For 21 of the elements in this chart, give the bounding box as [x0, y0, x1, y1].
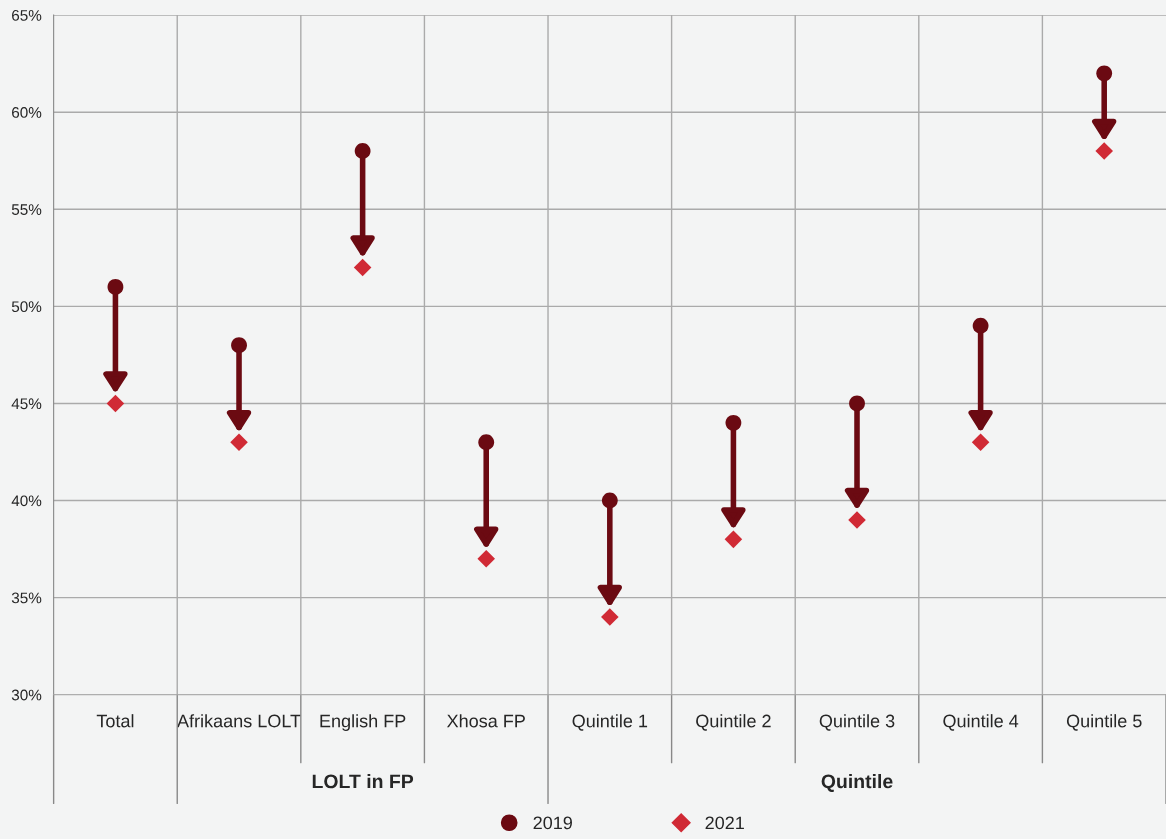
- legend-label: 2019: [533, 816, 572, 830]
- text: Quintile: [821, 773, 893, 792]
- x-tick-label: Afrikaans LOLT: [177, 714, 301, 728]
- x-tick-label: Quintile 3: [819, 714, 895, 731]
- x-tick-label: Xhosa FP: [446, 714, 525, 728]
- text: LOLT in FP: [312, 773, 414, 789]
- y-tick-label: 65%: [12, 9, 42, 21]
- x-tick-label: Total: [96, 714, 134, 728]
- y-tick-label: 45%: [11, 398, 42, 410]
- y-tick-label: 55%: [11, 204, 42, 215]
- legend-label: 2021: [705, 816, 744, 830]
- x-tick-label: English FP: [320, 714, 406, 731]
- y-tick-label: 50%: [11, 301, 42, 313]
- x-tick-label: Quintile 5: [1066, 714, 1142, 731]
- y-tick-label: 60%: [12, 107, 42, 118]
- x-tick-label: Quintile 1: [572, 714, 648, 731]
- y-tick-label: 30%: [11, 689, 42, 701]
- x-tick-label: Quintile 2: [696, 714, 771, 731]
- x-tick-label: Quintile 4: [943, 714, 1019, 731]
- y-tick-label: 40%: [11, 495, 42, 507]
- y-tick-label: 35%: [11, 592, 42, 604]
